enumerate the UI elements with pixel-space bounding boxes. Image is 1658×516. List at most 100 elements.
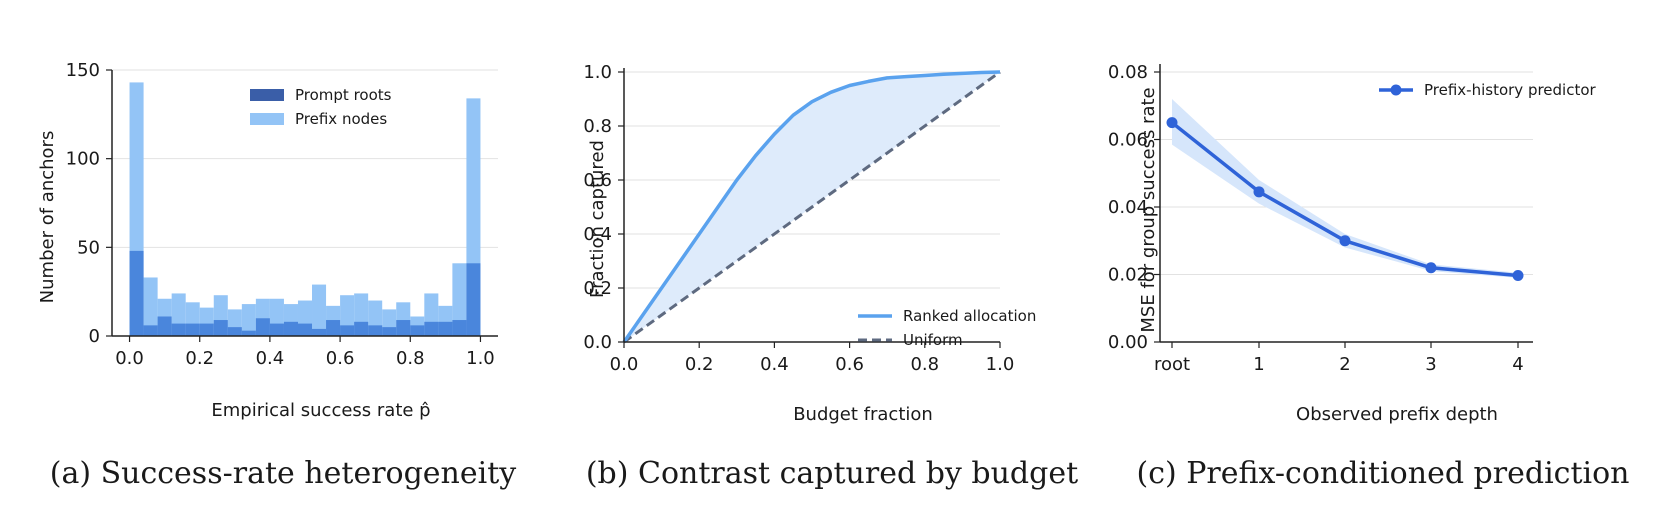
panel-b-ylabel: Fraction captured (587, 140, 608, 298)
panel-c-legend: Prefix-history predictor (1379, 81, 1597, 99)
panel-c-line-chart: 0.00 0.02 0.04 0.06 0.08 root 1 2 3 4 Prefix-hist… (1108, 62, 1630, 491)
bar-prompt-roots (199, 323, 214, 336)
x-tick-label: 1.0 (986, 354, 1015, 375)
data-point (1166, 117, 1178, 129)
bar-prompt-roots (368, 325, 383, 336)
data-point (1425, 262, 1437, 274)
panel-a-axes (111, 70, 498, 337)
panel-b-ranked-line (622, 70, 1001, 343)
bar-prompt-roots (157, 316, 172, 336)
y-tick-label: 0.0 (583, 332, 612, 353)
panel-a-histogram: 0 50 100 150 0.0 0.2 0.4 0.6 0.8 1.0 Prompt roots… (37, 60, 516, 491)
x-tick-label: 0.4 (256, 348, 285, 369)
bar-prompt-roots (312, 328, 327, 336)
panel-a-root-bars (129, 250, 481, 336)
legend-label-prefix-history: Prefix-history predictor (1424, 81, 1597, 99)
y-tick-label: 0.8 (583, 116, 612, 137)
y-tick-label: 0.08 (1108, 62, 1148, 83)
bar-prefix-nodes (241, 304, 256, 336)
legend-label-prompt-roots: Prompt roots (295, 86, 392, 104)
y-tick-label: 50 (77, 237, 100, 258)
bar-prompt-roots (466, 263, 481, 336)
bar-prefix-nodes (312, 284, 327, 336)
bar-prompt-roots (213, 320, 228, 336)
bar-prompt-roots (171, 323, 186, 336)
y-tick-label: 150 (66, 60, 100, 81)
legend-label-uniform: Uniform (903, 331, 963, 349)
panel-c-confidence-band (1172, 99, 1518, 278)
x-tick-label: 3 (1425, 354, 1436, 375)
legend-swatch-prompt-roots (250, 89, 284, 101)
panel-c-ticks: 0.00 0.02 0.04 0.06 0.08 root 1 2 3 4 (1108, 62, 1524, 375)
y-tick-label: 0.06 (1108, 130, 1148, 151)
x-tick-label: 0.2 (185, 348, 214, 369)
bar-prompt-roots (227, 327, 242, 336)
bar-prompt-roots (438, 321, 453, 336)
panel-a-ticks: 0 50 100 150 0.0 0.2 0.4 0.6 0.8 1.0 (66, 60, 495, 369)
x-tick-label: 0.6 (835, 354, 864, 375)
x-tick-label: 0.0 (610, 354, 639, 375)
bar-prompt-roots (283, 321, 298, 336)
x-tick-label: 1 (1253, 354, 1264, 375)
panel-c-predictor-line (1170, 121, 1519, 278)
data-point (1512, 270, 1524, 282)
x-tick-label: 0.6 (326, 348, 355, 369)
bar-prompt-roots (410, 325, 425, 336)
legend-marker-prefix-history (1390, 84, 1402, 96)
bar-prompt-roots (241, 330, 256, 336)
y-tick-label: 0.4 (583, 224, 612, 245)
panel-b-ticks: 0.0 0.2 0.4 0.6 0.8 1.0 0.0 0.2 0.4 0.6 0.8 1.0 (583, 62, 1014, 375)
bar-prefix-nodes (452, 263, 467, 336)
bar-prompt-roots (326, 320, 341, 336)
legend-label-ranked-allocation: Ranked allocation (903, 307, 1036, 325)
data-point (1253, 186, 1265, 198)
panel-c-ylabel: MSE for group success rate (1138, 87, 1159, 332)
panel-b-axes (623, 68, 1000, 343)
legend-label-prefix-nodes: Prefix nodes (295, 110, 387, 128)
panel-a-ylabel: Number of anchors (37, 131, 58, 304)
y-tick-label: 0.2 (583, 278, 612, 299)
panel-a-xlabel: Empirical success rate p̂ (211, 400, 430, 421)
panel-b-legend: Ranked allocation Uniform (858, 307, 1036, 349)
x-tick-label: 0.0 (115, 348, 144, 369)
panel-a-caption: (a) Success-rate heterogeneity (50, 456, 517, 491)
panel-b-xlabel: Budget fraction (793, 404, 933, 425)
y-tick-label: 1.0 (583, 62, 612, 83)
x-tick-label: root (1154, 354, 1190, 375)
panel-a-legend: Prompt roots Prefix nodes (250, 86, 392, 128)
panel-c-gridlines (1160, 71, 1533, 275)
y-tick-label: 100 (66, 149, 100, 170)
bar-prefix-nodes (143, 277, 158, 336)
y-tick-label: 0.02 (1108, 265, 1148, 286)
bar-prompt-roots (340, 325, 355, 336)
x-tick-label: 2 (1339, 354, 1350, 375)
bar-prompt-roots (354, 321, 369, 336)
bar-prompt-roots (396, 320, 411, 336)
x-tick-label: 0.8 (910, 354, 939, 375)
bar-prompt-roots (452, 320, 467, 336)
bar-prompt-roots (185, 323, 200, 336)
panel-c-caption: (c) Prefix-conditioned prediction (1136, 456, 1629, 491)
bar-prompt-roots (269, 323, 284, 336)
x-tick-label: 0.8 (396, 348, 425, 369)
panel-c-xlabel: Observed prefix depth (1296, 404, 1498, 425)
x-tick-label: 0.2 (685, 354, 714, 375)
panel-b-line-chart: 0.0 0.2 0.4 0.6 0.8 1.0 0.0 0.2 0.4 0.6 0.8 1.0 Ran… (583, 62, 1078, 491)
bar-prompt-roots (297, 323, 313, 336)
y-tick-label: 0.00 (1108, 332, 1148, 353)
panel-c-axes (1159, 64, 1533, 343)
bar-prompt-roots (255, 318, 270, 336)
panel-c-predictor-points (1166, 117, 1524, 282)
data-point (1339, 235, 1351, 247)
x-tick-label: 0.4 (760, 354, 789, 375)
bar-prompt-roots (129, 250, 144, 336)
bar-prompt-roots (424, 321, 439, 336)
y-tick-label: 0.6 (583, 170, 612, 191)
panel-a-gridlines (112, 69, 498, 248)
panel-b-uniform-line (623, 70, 1001, 344)
x-tick-label: 4 (1512, 354, 1523, 375)
panel-b-caption: (b) Contrast captured by budget (586, 456, 1078, 491)
y-tick-label: 0.04 (1108, 197, 1148, 218)
y-tick-label: 0 (89, 326, 100, 347)
